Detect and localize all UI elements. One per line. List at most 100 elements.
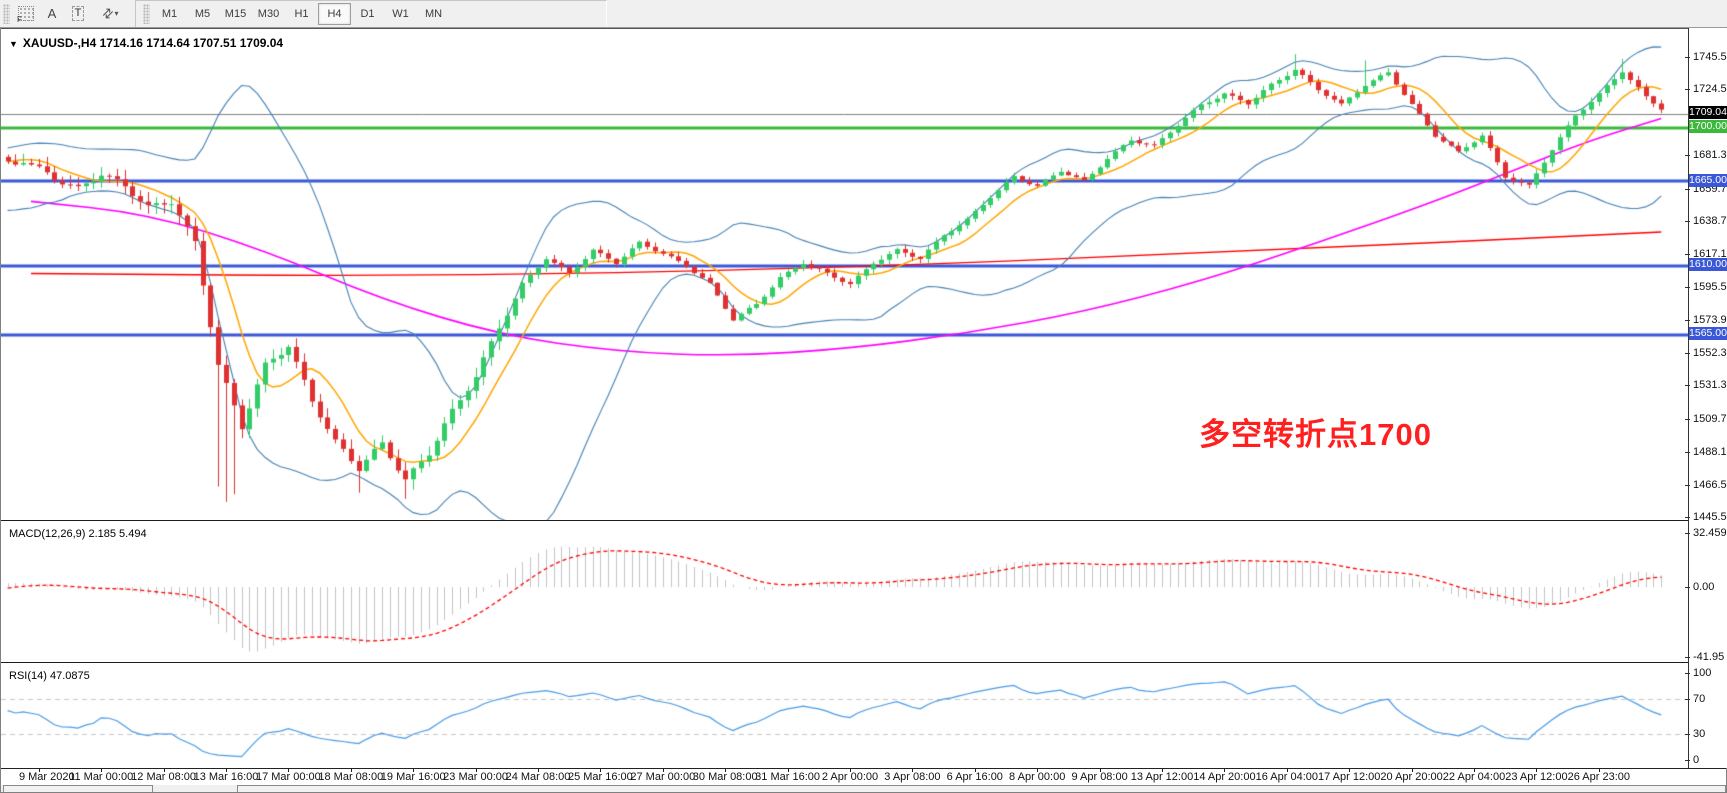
- price-level-badge: 1700.00: [1689, 120, 1727, 134]
- rsi-tick-label: 0: [1684, 754, 1700, 766]
- macd-tick-label: -41.95: [1684, 651, 1725, 663]
- timeframe-panel-grip[interactable]: [143, 4, 150, 24]
- time-tick-label: 13 Apr 12:00: [1130, 771, 1194, 783]
- chart-text-annotation[interactable]: 多空转折点1700: [1199, 417, 1432, 452]
- price-tick-label: 1724.50: [1685, 83, 1727, 95]
- font-tool-button[interactable]: A: [39, 3, 65, 25]
- rsi-tick-label: 70: [1684, 693, 1706, 706]
- timeframe-button-M5[interactable]: M5: [194, 8, 211, 20]
- time-tick-label: 13 Mar 16:00: [193, 771, 259, 783]
- toolbar: F A T ⇅ ▾ M1 M5 M15 M30 H1 H4 D1 W1 MN: [0, 0, 1727, 28]
- time-tick-label: 18 Mar 08:00: [318, 771, 384, 783]
- price-tick-label: 1745.50: [1685, 51, 1727, 63]
- time-tick-mark: [350, 769, 352, 772]
- time-tick-label: 14 Apr 20:00: [1193, 771, 1256, 783]
- timeframe-button-W1[interactable]: W1: [392, 8, 409, 20]
- time-tick-mark: [912, 769, 914, 772]
- chart-tab[interactable]: [3, 785, 153, 792]
- time-tick-mark: [475, 769, 477, 772]
- time-tick-label: 23 Apr 12:00: [1505, 771, 1568, 783]
- time-tick-mark: [163, 769, 165, 772]
- price-level-badge: 1610.00: [1689, 258, 1727, 272]
- time-tick-label: 11 Mar 00:00: [69, 771, 134, 783]
- rsi-tick-label: 100: [1684, 667, 1712, 679]
- time-tick-label: 8 Apr 00:00: [1009, 771, 1066, 783]
- price-tick-label: 1595.50: [1685, 281, 1727, 293]
- time-tick-mark: [662, 769, 664, 772]
- text-label-tool-button[interactable]: T: [65, 3, 91, 25]
- macd-tick-label: 32.459: [1685, 527, 1727, 539]
- time-tick-label: 12 Mar 08:00: [131, 771, 197, 783]
- time-tick-mark: [1099, 769, 1101, 772]
- grid-f-tool-button[interactable]: F: [13, 3, 39, 25]
- price-tick-label: 1445.50: [1685, 511, 1727, 523]
- time-tick-mark: [288, 769, 290, 772]
- arrows-icon: ⇅: [98, 3, 117, 23]
- chevron-down-icon[interactable]: ▾: [114, 9, 119, 18]
- timeframe-button-H1[interactable]: H1: [294, 8, 309, 20]
- time-tick-label: 20 Apr 20:00: [1380, 771, 1443, 783]
- rsi-panel[interactable]: RSI(14) 47.0875: [1, 666, 1689, 768]
- price-tick-label: 1681.30: [1685, 149, 1727, 161]
- price-tick-label: 1552.30: [1685, 347, 1727, 359]
- symbol-ohlc-label: ▼ XAUUSD-,H4 1714.16 1714.64 1707.51 1709…: [9, 36, 284, 50]
- time-tick-mark: [600, 769, 602, 772]
- chart-scroll-tab[interactable]: [237, 785, 1726, 792]
- time-tick-mark: [413, 769, 415, 772]
- time-tick-label: 9 Mar 2020: [18, 771, 75, 783]
- timeframe-panel: M1 M5 M15 M30 H1 H4 D1 W1 MN: [135, 0, 607, 28]
- rsi-tick-label: 30: [1684, 727, 1706, 740]
- time-tick-label: 25 Mar 16:00: [567, 771, 633, 783]
- time-tick-label: 16 Apr 04:00: [1255, 771, 1318, 783]
- timeframe-button-MN[interactable]: MN: [424, 8, 443, 20]
- time-tick-label: 3 Apr 08:00: [884, 771, 941, 783]
- time-tick-mark: [1598, 769, 1600, 772]
- timeframe-button-M30[interactable]: M30: [257, 8, 280, 20]
- time-tick-label: 19 Mar 16:00: [380, 771, 446, 783]
- time-tick-mark: [226, 769, 227, 772]
- rsi-canvas[interactable]: [1, 666, 1688, 768]
- price-tick-label: 1573.90: [1685, 314, 1727, 326]
- time-tick-label: 27 Mar 00:00: [630, 771, 696, 783]
- time-tick-mark: [38, 769, 40, 772]
- rsi-label: RSI(14) 47.0875: [9, 670, 90, 682]
- price-chart-panel[interactable]: ▼ XAUUSD-,H4 1714.16 1714.64 1707.51 1709…: [1, 28, 1689, 521]
- time-axis[interactable]: 9 Mar 2020 11 Mar 00:00 12 Mar 08:00 13 Mar…: [1, 768, 1726, 785]
- timeframe-button-H4[interactable]: H4: [318, 3, 351, 25]
- toolbar-grip[interactable]: [3, 3, 10, 24]
- price-level-badge: 1709.04: [1689, 106, 1727, 120]
- time-tick-label: 26 Apr 23:00: [1567, 771, 1630, 783]
- price-tick-label: 1531.30: [1685, 379, 1727, 391]
- time-tick-mark: [1536, 769, 1538, 772]
- price-tick-label: 1509.70: [1685, 413, 1727, 425]
- macd-canvas[interactable]: [1, 524, 1688, 662]
- time-tick-mark: [538, 769, 539, 772]
- price-tick-label: 1466.50: [1685, 479, 1727, 491]
- price-level-badge: 1665.00: [1689, 173, 1727, 187]
- time-tick-mark: [1474, 769, 1475, 772]
- price-axis[interactable]: 1745.501724.501681.301659.701638.701617.…: [1684, 28, 1727, 768]
- price-chart-canvas[interactable]: [1, 29, 1688, 521]
- price-tick-label: 1617.10: [1685, 248, 1727, 260]
- timeframe-button-M15[interactable]: M15: [224, 8, 247, 20]
- time-tick-mark: [1224, 769, 1226, 772]
- timeframe-button-M1[interactable]: M1: [161, 8, 178, 20]
- chart-window: ▼ XAUUSD-,H4 1714.16 1714.64 1707.51 1709…: [0, 27, 1727, 793]
- font-a-icon: A: [47, 6, 57, 21]
- time-tick-label: 2 Apr 00:00: [821, 771, 879, 783]
- timeframe-button-D1[interactable]: D1: [360, 8, 375, 20]
- macd-tick-label: 0.00: [1684, 581, 1715, 594]
- time-tick-label: 17 Apr 12:00: [1317, 771, 1381, 783]
- time-tick-mark: [1286, 769, 1288, 772]
- arrows-tool-button[interactable]: ⇅ ▾: [91, 3, 129, 25]
- macd-panel[interactable]: MACD(12,26,9) 2.185 5.494: [1, 524, 1689, 662]
- grid-f-icon: F: [17, 6, 34, 24]
- time-tick-mark: [850, 769, 851, 772]
- price-tick-label: 1638.70: [1685, 215, 1727, 227]
- time-tick-mark: [1411, 769, 1413, 772]
- time-tick-label: 17 Mar 00:00: [255, 771, 321, 783]
- macd-label: MACD(12,26,9) 2.185 5.494: [9, 528, 147, 540]
- time-tick-label: 22 Apr 04:00: [1442, 771, 1506, 783]
- text-label-icon: T: [71, 6, 85, 21]
- time-tick-label: 6 Apr 16:00: [946, 771, 1003, 783]
